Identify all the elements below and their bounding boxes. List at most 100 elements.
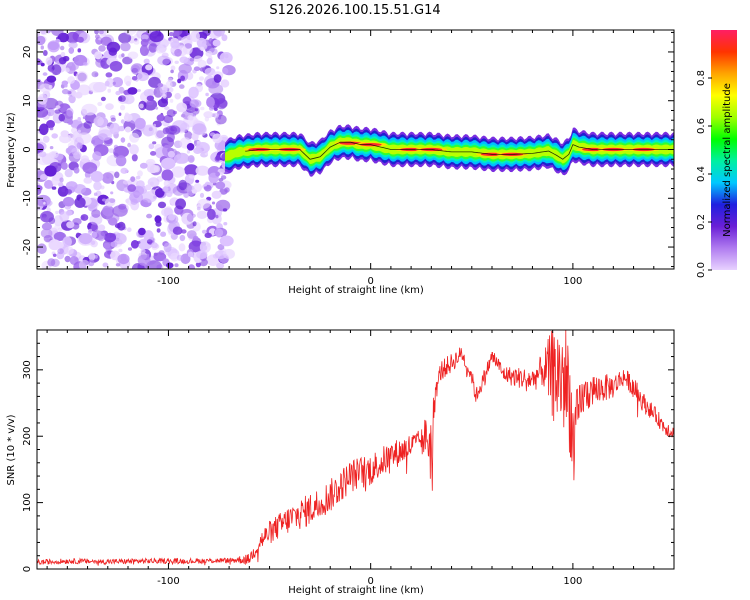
noise-blob: [110, 191, 114, 195]
noise-blob: [51, 133, 58, 139]
noise-blob: [221, 162, 225, 166]
colorbar-tick-label: 0.2: [696, 214, 707, 230]
noise-blob: [89, 214, 103, 226]
noise-blob: [44, 179, 54, 189]
noise-blob: [217, 244, 225, 251]
noise-blob: [220, 79, 230, 88]
noise-blob: [137, 170, 143, 177]
x-tick-label: 0: [367, 576, 373, 587]
noise-blob: [146, 260, 162, 269]
noise-blob: [223, 222, 228, 226]
noise-blob: [37, 143, 45, 154]
noise-blob: [149, 30, 164, 43]
noise-blob: [168, 87, 174, 93]
noise-blob: [88, 81, 104, 93]
noise-blob: [83, 177, 93, 184]
noise-blob: [98, 30, 104, 35]
noise-blob: [66, 221, 75, 229]
snr-plot-area: [37, 330, 674, 569]
noise-blob: [95, 190, 102, 197]
noise-blob: [105, 72, 113, 78]
noise-blob: [212, 133, 223, 144]
noise-blob: [109, 61, 123, 72]
noise-blob: [51, 175, 60, 186]
noise-blob: [80, 155, 90, 163]
noise-blob: [173, 154, 185, 164]
noise-blob: [118, 95, 126, 102]
noise-blob: [200, 46, 205, 51]
noise-blob: [214, 228, 224, 238]
noise-blob: [42, 72, 48, 76]
noise-blob: [120, 104, 126, 111]
noise-blob: [62, 196, 75, 207]
noise-blob: [205, 92, 209, 97]
noise-blob: [64, 84, 68, 88]
noise-blob: [211, 201, 216, 205]
noise-blob: [120, 167, 128, 174]
noise-blob: [50, 150, 59, 159]
noise-blob: [55, 210, 59, 215]
y-tick-label: 200: [22, 427, 33, 446]
noise-blob: [40, 45, 44, 50]
noise-blob: [176, 254, 183, 261]
noise-blob: [147, 164, 159, 174]
noise-blob: [115, 90, 121, 96]
noise-blob: [109, 198, 116, 204]
noise-blob: [71, 147, 80, 156]
noise-blob: [184, 164, 199, 177]
noise-blob: [187, 115, 194, 121]
noise-blob: [157, 201, 167, 209]
noise-blob: [123, 113, 133, 122]
noise-blob: [215, 171, 220, 177]
noise-blob: [201, 229, 207, 234]
noise-blob: [213, 74, 222, 83]
colorbar-ticks: 0.0 0.2 0.4 0.6 0.8: [696, 70, 712, 278]
noise-blob: [145, 64, 153, 71]
noise-blob: [174, 48, 182, 57]
x-tick-label: 100: [563, 276, 582, 287]
noise-blob: [165, 125, 178, 135]
noise-blob: [42, 50, 48, 56]
noise-blob: [83, 121, 93, 129]
noise-blob: [37, 169, 42, 175]
noise-blob: [129, 192, 144, 203]
noise-blob: [66, 189, 72, 195]
noise-blob: [71, 127, 78, 134]
noise-blob: [157, 83, 164, 88]
noise-blob: [139, 162, 148, 169]
noise-blob: [140, 34, 149, 40]
noise-blob: [218, 99, 228, 109]
noise-blob: [194, 108, 198, 112]
colorbar-tick-label: 0.0: [696, 262, 707, 278]
noise-blob: [197, 59, 207, 69]
noise-blob: [61, 80, 69, 86]
noise-blob: [100, 96, 106, 102]
noise-blob: [189, 30, 200, 42]
noise-blob: [130, 176, 136, 183]
noise-blob: [129, 144, 139, 155]
y-tick-label: 20: [22, 46, 33, 59]
noise-blob: [171, 166, 186, 178]
noise-blob: [74, 197, 86, 208]
noise-blob: [177, 36, 183, 41]
noise-blob: [193, 147, 202, 154]
noise-blob: [43, 235, 53, 243]
noise-blob: [217, 168, 225, 174]
noise-blob: [173, 30, 183, 36]
noise-blob: [199, 192, 205, 198]
noise-blob: [110, 241, 118, 248]
noise-blob: [76, 142, 83, 150]
noise-blob: [193, 66, 201, 71]
noise-blob: [195, 165, 210, 176]
noise-blob: [222, 208, 228, 212]
y-tick-label: 10: [22, 94, 33, 107]
noise-blob: [204, 232, 212, 238]
noise-blob: [161, 136, 175, 149]
noise-blob: [102, 198, 107, 202]
chart-title: S126.2026.100.15.51.G14: [269, 3, 440, 18]
noise-blob: [49, 146, 54, 150]
noise-blob: [165, 80, 173, 89]
noise-blob: [97, 129, 113, 141]
noise-blob: [189, 157, 194, 162]
